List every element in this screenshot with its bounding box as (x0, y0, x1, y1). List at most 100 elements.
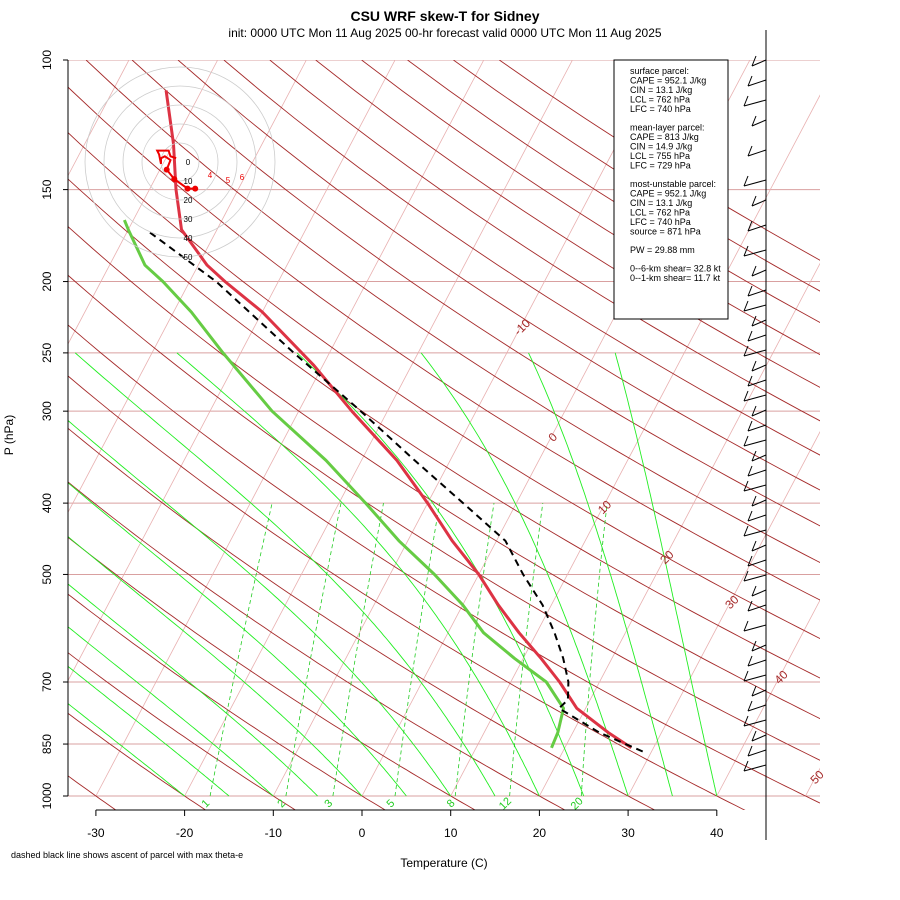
moist-adiabat (176, 352, 540, 797)
wind-barb (743, 529, 767, 537)
stats-line: 0--1-km shear= 11.7 kt (630, 273, 721, 283)
y-tick-label: 850 (40, 734, 54, 754)
wind-barb-feather (743, 715, 749, 727)
mixing-ratio-line (209, 503, 273, 797)
hodograph-ring (122, 104, 238, 220)
mixing-ratio-line (509, 503, 544, 797)
y-tick-label: 700 (40, 672, 54, 692)
wind-barb-feather (747, 75, 753, 87)
wind-barb (751, 364, 767, 372)
wind-barb (747, 379, 767, 387)
wind-barb (747, 149, 767, 157)
wind-barb-feather (751, 115, 757, 127)
wind-barb-feather (743, 670, 749, 682)
hodograph-ring (141, 123, 219, 201)
stats-line: source = 871 hPa (630, 227, 701, 237)
wind-barb (751, 689, 767, 697)
isotherm-label: 10 (595, 497, 615, 517)
stats-line: PW = 29.88 mm (630, 245, 695, 255)
wind-barb (751, 409, 767, 417)
moist-adiabat (68, 482, 407, 797)
hodograph-ring-label: 10 (184, 177, 193, 186)
wind-barb-feather (751, 730, 757, 742)
dry-adiabat (68, 274, 820, 761)
wind-barb-feather (743, 300, 749, 312)
isotherm-line (716, 599, 820, 797)
stats-line: CAPE = 952.1 J/kg (630, 189, 706, 199)
wind-barb (747, 289, 767, 297)
hodograph-point (171, 176, 178, 183)
dry-adiabat (223, 60, 820, 456)
wind-barb (747, 424, 767, 432)
wind-barb-feather (751, 360, 757, 372)
moist-adiabat (68, 626, 274, 797)
wind-barb-feather (743, 760, 749, 772)
stats-line: CIN = 13.1 J/kg (630, 198, 692, 208)
wind-barb-feather (743, 245, 749, 257)
isotherm-line (539, 262, 820, 797)
isotherm-label: 30 (722, 592, 742, 612)
mixing-ratio-line (285, 503, 342, 797)
moist-adiabat (296, 352, 585, 797)
hodograph-ring (160, 142, 200, 182)
hodograph-point (163, 166, 170, 173)
wind-barb-feather (751, 55, 757, 67)
hodograph: 0 10 20 30 40 50 65 4 (84, 66, 276, 262)
footnote: dashed black line shows ascent of parcel… (11, 850, 243, 860)
hodograph-ring (103, 85, 257, 239)
wind-barb-feather (743, 345, 749, 357)
wind-barb (743, 719, 767, 727)
moist-adiabat (68, 536, 363, 797)
wind-barb (751, 119, 767, 127)
x-tick-label: 10 (444, 826, 458, 840)
wind-barb-feather (751, 195, 757, 207)
x-tick-label: -20 (176, 826, 194, 840)
wind-barb (747, 704, 767, 712)
wind-barb-feather (747, 465, 753, 477)
hodograph-ring-label: 0 (186, 158, 191, 167)
wind-barb-feather (747, 145, 753, 157)
moist-adiabat (528, 352, 673, 797)
dry-adiabat (68, 593, 387, 810)
wind-barb (751, 734, 767, 742)
x-axis-ticks: -30 -20 -10 0 10 20 30 40 (87, 809, 724, 840)
moist-adiabat (68, 665, 230, 797)
wind-barb (747, 514, 767, 522)
wind-barb-feather (743, 620, 749, 632)
chart-subtitle: init: 0000 UTC Mon 11 Aug 2025 00-hr for… (228, 26, 661, 40)
y-tick-label: 400 (40, 493, 54, 513)
isotherm-label: -10 (511, 316, 533, 338)
wind-barb-feather (751, 265, 757, 277)
y-axis-label: P (hPa) (2, 415, 16, 455)
wind-barb-feather (751, 585, 757, 597)
stats-line: mean-layer parcel: (630, 123, 705, 133)
stats-box-frame (613, 59, 729, 320)
stats-line: LFC = 729 hPa (630, 161, 691, 171)
stats-line: 0--6-km shear= 32.8 kt (630, 264, 721, 274)
mixing-ratio-line (394, 503, 441, 797)
wind-barb (747, 659, 767, 667)
isotherm-line (68, 60, 307, 514)
wind-barb (743, 179, 767, 187)
wind-barb (743, 624, 767, 632)
dry-adiabat (68, 225, 820, 720)
wind-barb (747, 749, 767, 757)
dry-adiabat (68, 775, 117, 810)
wind-barb-feather (743, 480, 749, 492)
mixing-ratio-label: 8 (445, 797, 458, 810)
wind-barb (747, 469, 767, 477)
wind-barb-feather (747, 555, 753, 567)
wind-barb (743, 439, 767, 447)
moist-adiabat (74, 352, 496, 797)
stats-line: CIN = 14.9 J/kg (630, 142, 692, 152)
hodograph-ring-label: 50 (184, 253, 193, 262)
chart-title: CSU WRF skew-T for Sidney (350, 8, 539, 24)
wind-barb (747, 559, 767, 567)
x-tick-label: -10 (265, 826, 283, 840)
x-tick-label: 30 (621, 826, 635, 840)
wind-barb (747, 224, 767, 232)
x-tick-label: 20 (533, 826, 547, 840)
stats-line: LFC = 740 hPa (630, 104, 691, 114)
wind-barb-feather (747, 420, 753, 432)
skewt-grid (68, 60, 820, 810)
